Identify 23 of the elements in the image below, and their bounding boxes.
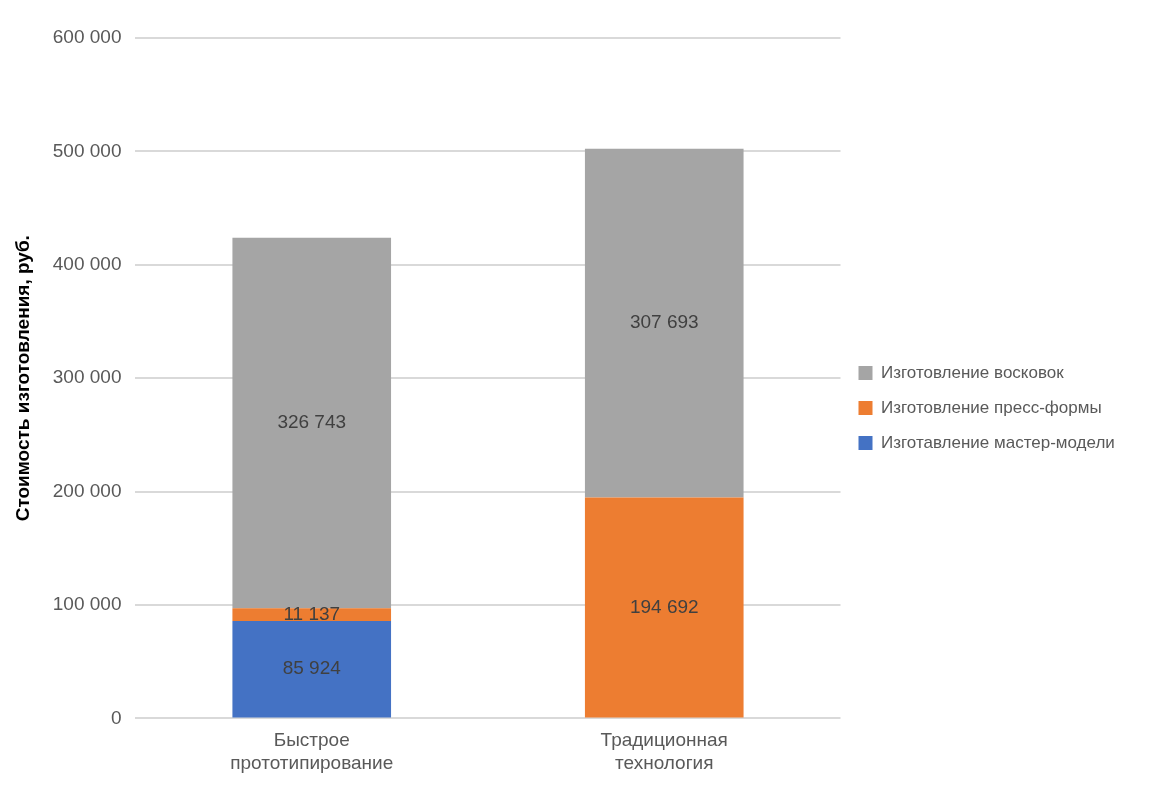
y-tick-label: 100 000 (52, 593, 122, 615)
bar (584, 148, 744, 498)
data-label: 326 743 (277, 411, 347, 433)
y-tick-label: 400 000 (52, 253, 122, 275)
bar (232, 608, 392, 621)
y-tick-label: 500 000 (52, 139, 122, 161)
data-label: 11 137 (283, 602, 341, 624)
y-tick-label: 300 000 (52, 366, 122, 388)
y-tick-label: 600 000 (52, 26, 122, 48)
bar (232, 620, 392, 718)
y-axis-title: Стоимость изготовления, руб. (11, 235, 33, 522)
bar (584, 497, 744, 718)
y-tick-label: 0 (110, 706, 122, 728)
data-label: 194 692 (629, 595, 699, 617)
x-tick-label: Традиционная технология (600, 729, 728, 773)
data-label: 85 924 (282, 657, 342, 679)
bar (232, 237, 392, 609)
legend-label: Изготавление мастер-модели (881, 432, 1115, 452)
x-tick-label: Быстрое прототипирование (230, 729, 394, 773)
legend-label: Изготовление пресс-формы (881, 397, 1102, 417)
y-tick-label: 200 000 (52, 479, 122, 501)
data-label: 307 693 (629, 311, 699, 333)
legend-label: Изготовление восковок (881, 362, 1065, 382)
